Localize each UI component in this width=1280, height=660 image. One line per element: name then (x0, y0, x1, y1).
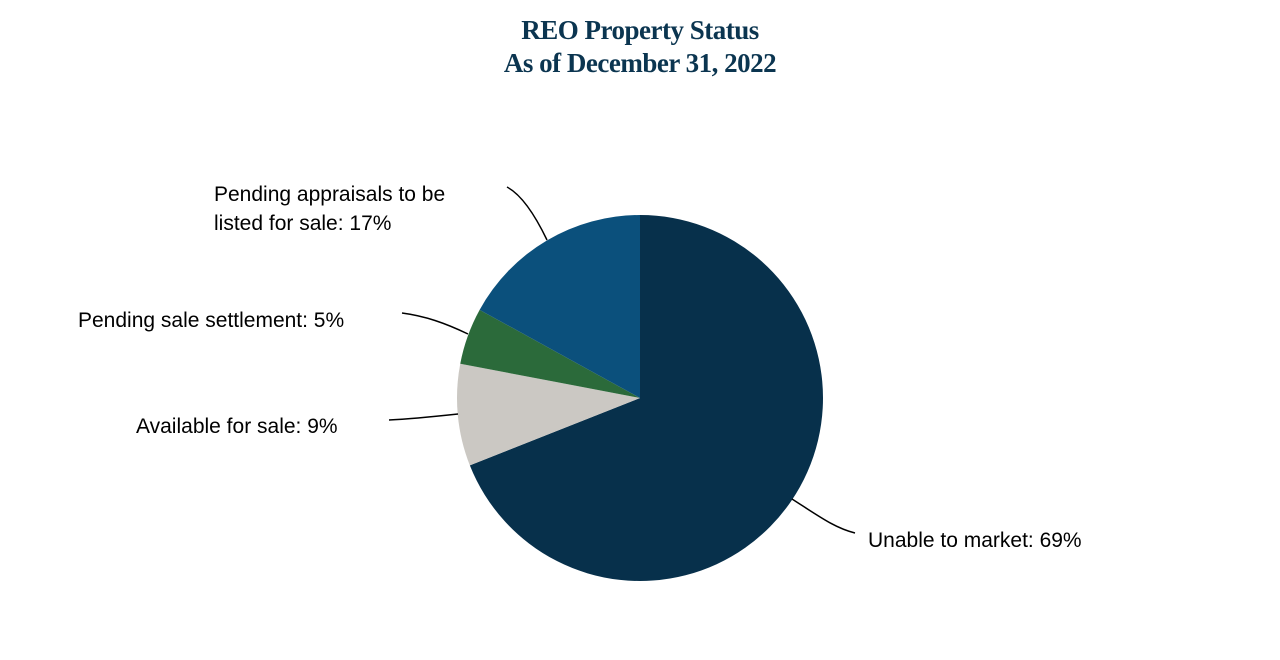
leader-line-unable-to-market (791, 498, 856, 534)
pie-slice-pending-appraisals (479, 215, 640, 398)
pie-slice-pending-sale-settlement (460, 309, 640, 398)
leader-line-pending-sale-settlement (401, 312, 469, 335)
label-pending-appraisals-line-1: Pending appraisals to be (214, 183, 445, 206)
pie-slice-available-for-sale (456, 363, 640, 466)
leader-line-pending-appraisals (506, 186, 548, 241)
pie-slice-unable-to-market (469, 215, 823, 581)
label-unable-to-market: Unable to market: 69% (868, 529, 1082, 552)
leader-line-available-for-sale (388, 413, 459, 421)
chart-title: REO Property Status As of December 31, 2… (0, 14, 1280, 80)
chart-title-line-2: As of December 31, 2022 (503, 48, 777, 78)
label-pending-appraisals-line-2: listed for sale: 17% (214, 212, 391, 235)
pie-slices (456, 215, 823, 581)
label-available-for-sale: Available for sale: 9% (136, 415, 338, 438)
chart-title-line-1: REO Property Status (521, 15, 759, 45)
leader-lines (388, 186, 856, 534)
label-pending-sale-settlement: Pending sale settlement: 5% (78, 309, 344, 332)
